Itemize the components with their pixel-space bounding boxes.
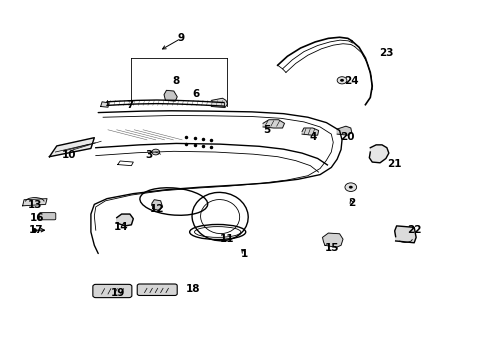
Text: 3: 3: [145, 150, 153, 160]
Text: 16: 16: [30, 213, 44, 222]
Polygon shape: [22, 199, 47, 206]
Text: 19: 19: [110, 288, 124, 298]
Polygon shape: [336, 126, 351, 135]
Text: 2: 2: [347, 198, 355, 208]
Text: 4: 4: [308, 132, 316, 142]
Text: 12: 12: [149, 204, 163, 214]
Text: 21: 21: [386, 159, 401, 169]
Polygon shape: [211, 98, 227, 108]
Text: 18: 18: [185, 284, 200, 294]
Polygon shape: [163, 90, 177, 101]
Text: 17: 17: [28, 225, 43, 235]
Text: 23: 23: [378, 48, 392, 58]
Polygon shape: [117, 214, 133, 226]
FancyBboxPatch shape: [137, 284, 177, 296]
Text: 15: 15: [325, 243, 339, 253]
Polygon shape: [152, 200, 162, 211]
FancyBboxPatch shape: [93, 284, 132, 298]
Polygon shape: [322, 233, 342, 247]
Text: 13: 13: [27, 200, 42, 210]
Polygon shape: [101, 102, 109, 107]
Polygon shape: [302, 128, 318, 135]
Circle shape: [152, 149, 159, 155]
Text: 9: 9: [177, 33, 184, 43]
Text: 8: 8: [172, 76, 180, 86]
Text: 7: 7: [126, 100, 133, 110]
Text: 14: 14: [114, 222, 129, 232]
Polygon shape: [368, 145, 388, 163]
Text: 6: 6: [192, 89, 199, 99]
Polygon shape: [394, 226, 415, 243]
Text: 11: 11: [220, 234, 234, 244]
Circle shape: [339, 79, 343, 82]
Polygon shape: [49, 138, 94, 157]
Circle shape: [348, 186, 352, 189]
Circle shape: [336, 77, 346, 84]
Text: 10: 10: [61, 150, 76, 160]
Text: 1: 1: [241, 248, 247, 258]
FancyBboxPatch shape: [39, 213, 56, 220]
Polygon shape: [263, 120, 284, 128]
Text: 5: 5: [262, 125, 269, 135]
Text: 20: 20: [339, 132, 353, 142]
Text: 22: 22: [406, 225, 421, 235]
Circle shape: [344, 183, 356, 192]
Text: 24: 24: [344, 76, 358, 86]
